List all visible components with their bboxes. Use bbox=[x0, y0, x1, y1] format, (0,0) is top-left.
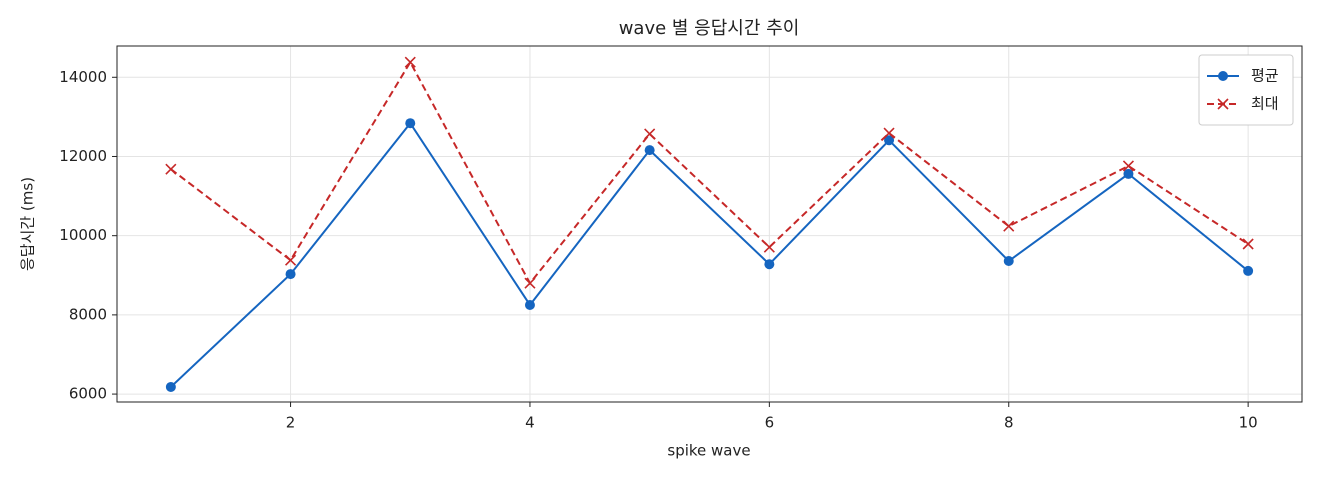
marker bbox=[1217, 98, 1229, 110]
marker bbox=[404, 56, 416, 68]
marker bbox=[165, 381, 176, 392]
legend-label: 최대 bbox=[1251, 95, 1279, 113]
marker bbox=[1243, 265, 1254, 276]
marker-x bbox=[165, 163, 177, 175]
legend-label: 평균 bbox=[1251, 67, 1279, 85]
marker bbox=[763, 241, 775, 253]
marker bbox=[1218, 71, 1228, 81]
x-axis-label: spike wave bbox=[667, 442, 750, 460]
marker-x bbox=[1217, 98, 1229, 110]
y-axis-label: 응답시간 (ms) bbox=[19, 177, 37, 271]
marker-x bbox=[284, 254, 297, 266]
x-tick-label: 8 bbox=[1004, 414, 1014, 432]
marker-x bbox=[1242, 238, 1254, 250]
y-tick-label: 10000 bbox=[59, 226, 107, 244]
marker bbox=[1123, 168, 1134, 179]
marker bbox=[524, 299, 535, 310]
y-tick-label: 6000 bbox=[69, 385, 107, 403]
series-line bbox=[170, 121, 1249, 388]
marker-x bbox=[644, 128, 656, 140]
marker bbox=[764, 259, 775, 270]
x-tick-label: 6 bbox=[765, 414, 775, 432]
marker-x bbox=[1122, 160, 1135, 172]
chart-title: wave 별 응답시간 추이 bbox=[619, 18, 800, 39]
marker bbox=[644, 128, 656, 140]
y-tick-label: 14000 bbox=[59, 68, 107, 86]
marker bbox=[284, 254, 297, 266]
marker bbox=[285, 269, 296, 280]
y-tick-label: 12000 bbox=[59, 147, 107, 165]
marker-x bbox=[883, 127, 895, 139]
marker bbox=[1003, 256, 1014, 267]
x-tick-label: 10 bbox=[1239, 414, 1258, 432]
marker bbox=[165, 163, 177, 175]
y-tick-label: 8000 bbox=[69, 305, 107, 323]
marker bbox=[883, 127, 895, 139]
marker bbox=[884, 135, 895, 146]
series-line bbox=[170, 60, 1249, 286]
marker bbox=[405, 118, 416, 129]
marker bbox=[1122, 160, 1135, 172]
marker-x bbox=[763, 241, 775, 253]
marker bbox=[524, 277, 536, 289]
x-tick-label: 2 bbox=[286, 414, 296, 432]
legend-box bbox=[1198, 54, 1294, 126]
x-tick-label: 4 bbox=[525, 414, 535, 432]
marker-x bbox=[1003, 220, 1015, 232]
marker bbox=[1242, 238, 1254, 250]
marker-x bbox=[404, 56, 416, 68]
plot-frame bbox=[116, 45, 1303, 403]
marker bbox=[644, 145, 655, 156]
marker-x bbox=[524, 277, 536, 289]
marker bbox=[1003, 220, 1015, 232]
